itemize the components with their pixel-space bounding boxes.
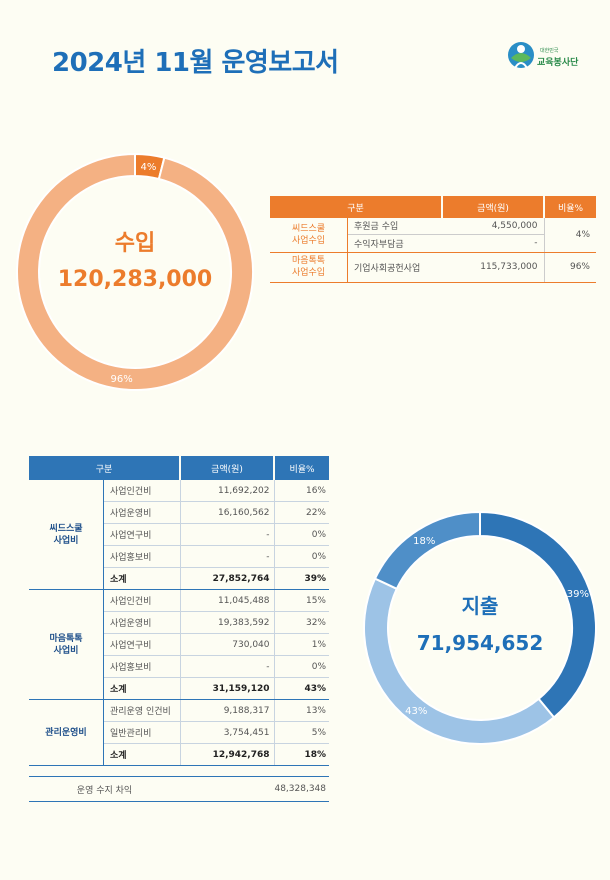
expense-item: 사업홍보비	[103, 545, 181, 568]
expense-slice-label-0: 39%	[567, 589, 589, 600]
table-row: 사업운영비 19,383,592 32%	[29, 611, 329, 634]
table-row: 사업연구비 730,040 1%	[29, 633, 329, 656]
logo-caption: 대한민국	[540, 48, 559, 54]
expense-donut-chart: 39% 43% 18%	[363, 510, 597, 745]
income-label: 수입	[114, 231, 156, 256]
subtotal-row: 소계 27,852,764 39%	[29, 567, 329, 590]
expense-ratio-cell: 39%	[274, 567, 329, 590]
subtotal-row: 소계 31,159,120 43%	[29, 677, 329, 700]
income-item: 후원금 수입	[347, 218, 442, 235]
expense-item: 사업인건비	[103, 480, 181, 502]
expense-label: 지출	[461, 594, 499, 618]
expense-amount: 71,954,652	[416, 631, 544, 655]
income-amount-cell: -	[442, 234, 544, 253]
expense-ratio-cell: 43%	[274, 677, 329, 700]
expense-item: 사업홍보비	[103, 655, 181, 678]
income-amount: 120,283,000	[57, 267, 213, 292]
expense-ratio-cell: 13%	[274, 699, 329, 722]
income-item: 기업사회공헌사업	[347, 252, 442, 283]
subtotal-row: 소계 12,942,768 18%	[29, 743, 329, 766]
income-slice-label-1: 96%	[110, 374, 132, 385]
expense-amount-cell: 9,188,317	[180, 699, 275, 722]
table-row: 관리운영비 관리운영 인건비 9,188,317 13%	[29, 699, 329, 766]
income-slice-1	[16, 152, 254, 391]
footer-row: 운영 수지 차익 48,328,348	[29, 776, 329, 802]
table-row: 사업운영비 16,160,562 22%	[29, 501, 329, 524]
expense-item: 소계	[103, 743, 181, 766]
expense-ratio-cell: 18%	[274, 743, 329, 766]
income-group-name: 마음톡톡 사업수입	[270, 252, 348, 283]
expense-amount-cell: 27,852,764	[180, 567, 275, 590]
income-donut-chart: 4% 96%	[16, 152, 254, 391]
income-amount-cell: 115,733,000	[442, 252, 544, 283]
expense-amount-cell: 730,040	[180, 633, 275, 656]
income-amount-cell: 4,550,000	[442, 218, 544, 235]
expense-ratio-cell: 32%	[274, 611, 329, 634]
net-amount: 48,328,348	[180, 776, 329, 802]
expense-amount-cell: -	[180, 655, 275, 678]
income-item: 수익자부담금	[347, 234, 442, 253]
expense-ratio-cell: 15%	[274, 589, 329, 612]
expense-item: 관리운영 인건비	[103, 699, 181, 722]
table-row: 사업홍보비 -0%	[29, 655, 329, 678]
expense-group-name: 씨드스쿨 사업비	[29, 480, 104, 590]
expense-amount-cell: 16,160,562	[180, 501, 275, 524]
expense-item: 사업운영비	[103, 611, 181, 634]
expense-item: 사업인건비	[103, 589, 181, 612]
page-title: 2024년 11월 운영보고서	[52, 48, 339, 78]
income-center-label: 수입 120,283,000	[55, 225, 215, 292]
expense-header-ratio: 비율%	[274, 456, 329, 480]
expense-item: 사업연구비	[103, 633, 181, 656]
expense-ratio-cell: 22%	[274, 501, 329, 524]
income-group-label: 마음톡톡 사업수입	[291, 256, 326, 278]
expense-slice-label-1: 43%	[405, 706, 427, 717]
expense-ratio-cell: 16%	[274, 480, 329, 502]
income-header-ratio: 비율%	[544, 196, 596, 218]
expense-amount-cell: 11,692,202	[180, 480, 275, 502]
expense-ratio-cell: 1%	[274, 633, 329, 656]
income-slice-label-0: 4%	[140, 162, 156, 173]
expense-ratio-cell: 0%	[274, 545, 329, 568]
expense-slice-label-2: 18%	[413, 536, 435, 547]
expense-item: 사업연구비	[103, 523, 181, 546]
expense-header-amount: 금액(원)	[180, 456, 275, 480]
income-ratio-cell: 96%	[543, 252, 596, 283]
income-table: 구분 금액(원) 비율% 씨드스쿨 사업수입 후원금 수입 4,550,000 …	[270, 196, 596, 283]
income-header-amount: 금액(원)	[442, 196, 545, 218]
expense-slice-2	[373, 510, 481, 591]
expense-center-label: 지출 71,954,652	[400, 590, 560, 655]
expense-header-category: 구분	[29, 456, 181, 480]
expense-amount-cell: -	[180, 545, 275, 568]
expense-table: 구분 금액(원) 비율% 씨드스쿨 사업비 사업인건비 11,692,202 16% 사…	[29, 456, 329, 802]
income-group-label: 씨드스쿨 사업수입	[291, 223, 326, 246]
table-row: 일반관리비 3,754,451 5%	[29, 721, 329, 744]
expense-ratio-cell: 5%	[274, 721, 329, 744]
income-group-name: 씨드스쿨 사업수입	[270, 218, 348, 253]
table-row: 사업연구비 -0%	[29, 523, 329, 546]
logo-emblem-icon	[508, 42, 534, 69]
expense-item: 사업운영비	[103, 501, 181, 524]
expense-group-name: 마음톡톡 사업비	[29, 589, 104, 700]
table-row: 씨드스쿨 사업비 사업인건비 11,692,202 16%	[29, 480, 329, 590]
expense-amount-cell: 19,383,592	[180, 611, 275, 634]
expense-amount-cell: 3,754,451	[180, 721, 275, 744]
expense-ratio-cell: 0%	[274, 655, 329, 678]
logo: 대한민국 교육봉사단	[505, 38, 585, 76]
expense-amount-cell: 11,045,488	[180, 589, 275, 612]
expense-ratio-cell: 0%	[274, 523, 329, 546]
expense-amount-cell: -	[180, 523, 275, 546]
expense-amount-cell: 31,159,120	[180, 677, 275, 700]
income-ratio-cell: 4%	[543, 218, 596, 253]
expense-item: 소계	[103, 567, 181, 590]
income-header-category: 구분	[270, 196, 443, 218]
expense-amount-cell: 12,942,768	[180, 743, 275, 766]
expense-item: 일반관리비	[103, 721, 181, 744]
spacer-row	[29, 765, 329, 777]
expense-group-name: 관리운영비	[29, 699, 104, 766]
expense-item: 소계	[103, 677, 181, 700]
net-label: 운영 수지 차익	[29, 776, 180, 802]
logo-name: 교육봉사단	[537, 58, 579, 68]
table-row: 사업홍보비 -0%	[29, 545, 329, 568]
table-row: 마음톡톡 사업비 사업인건비 11,045,488 15%	[29, 589, 329, 700]
